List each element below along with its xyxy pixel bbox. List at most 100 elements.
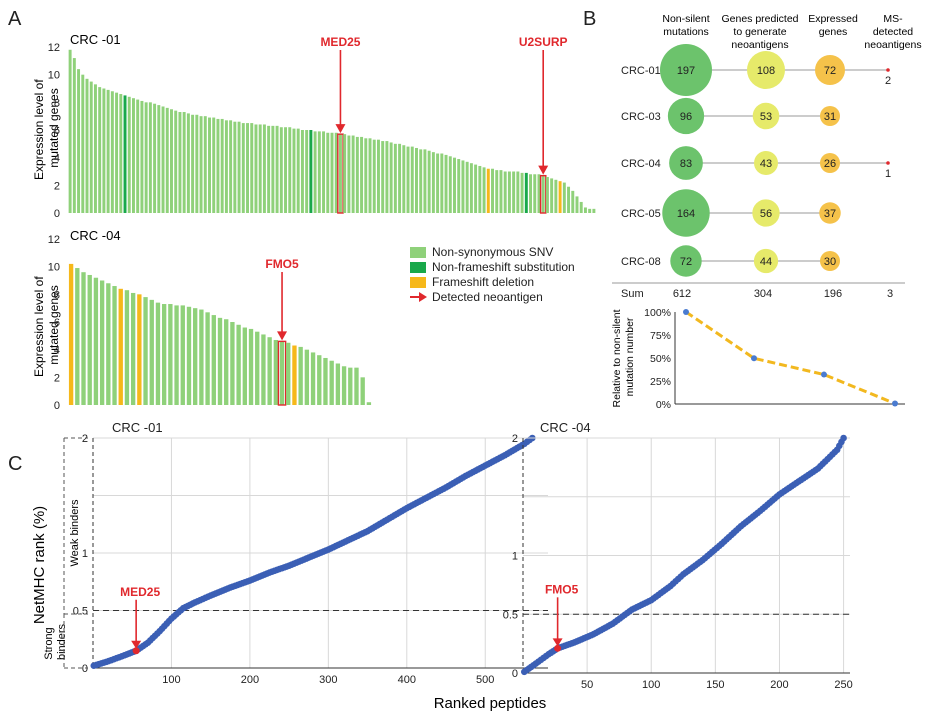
bar-nonsynonymous [186, 113, 190, 213]
bar-nonsynonymous [203, 116, 207, 213]
annotation-label: FMO5 [265, 257, 299, 271]
bubble [819, 202, 841, 224]
bar-nonsynonymous [482, 167, 486, 213]
bar-nonsynonymous [305, 130, 309, 213]
bar-nonsynonymous [520, 172, 524, 213]
peptide-point [840, 434, 847, 442]
bar-nonsynonymous [304, 349, 310, 405]
scatter-y-tick: 1 [512, 551, 518, 563]
legend-label: Frameshift deletion [432, 275, 534, 289]
netmhc-axis-label: NetMHC rank (%) [31, 506, 48, 624]
scatter-y-tick: 0.5 [73, 606, 88, 618]
scatter-x-tick: 200 [770, 679, 788, 691]
bar-nonsynonymous [588, 208, 592, 213]
bar-nonsynonymous [93, 84, 97, 213]
bar-nonsynonymous [186, 306, 192, 405]
bar-nonsynonymous [191, 114, 195, 213]
bar-nonsynonymous [351, 135, 355, 213]
legend-swatch [410, 262, 426, 273]
scatter-x-tick: 400 [398, 674, 416, 686]
bar-nonsynonymous [217, 317, 223, 405]
bar-nonsynonymous [398, 143, 402, 213]
bar-nonsynonymous [334, 132, 338, 213]
bar-nonsynonymous [248, 328, 254, 405]
scatter-title: CRC -04 [540, 420, 591, 435]
bar-nonsynonymous [298, 346, 303, 405]
bar-nonsynonymous [583, 207, 587, 213]
bar-nonsynonymous [516, 171, 520, 213]
bar-nonsynonymous [423, 149, 427, 213]
bar-nonsynonymous [592, 208, 596, 213]
bar-nonsynonymous [322, 131, 326, 213]
bubble [669, 146, 703, 180]
bar-nonsynonymous [329, 360, 334, 405]
bar-nonsynonymous [242, 327, 247, 405]
bar-nonsynonymous [68, 49, 72, 214]
bar-nonsynonymous [419, 149, 423, 213]
bar-nonsynonymous [567, 186, 571, 213]
y-tick-label: 10 [48, 262, 60, 274]
bar-nonsynonymous [195, 114, 199, 213]
chart-crc04-expression: CRC -04 Expression level of mutated gene… [32, 228, 372, 412]
bar-nonsynonymous [575, 196, 579, 213]
bar-nonsynonymous [300, 130, 304, 213]
bar-nonsynonymous [212, 117, 216, 213]
bar-nonsynonymous [448, 156, 452, 213]
scatter-x-tick: 500 [476, 674, 494, 686]
bar-nonsynonymous [75, 268, 80, 405]
legend-label: Detected neoantigen [432, 290, 543, 304]
bar-nonsynonymous [99, 280, 105, 405]
highlight-point [132, 647, 140, 655]
y-axis-label-line1: Expression level of [32, 79, 46, 180]
y-tick-label: 8 [54, 289, 60, 301]
bar-nonsynonymous [211, 315, 216, 405]
bar-nonsynonymous [431, 152, 435, 213]
bar-nonsynonymous [149, 299, 154, 405]
bar-nonsynonymous [545, 177, 549, 213]
panel-letter-c: C [8, 453, 23, 475]
annotation-label: MED25 [320, 35, 360, 49]
line-y-label-line2: mutation number [624, 317, 636, 396]
column-header: MS-detected neoantigens [864, 13, 921, 51]
bar-nonsynonymous [267, 337, 272, 405]
bar-nonsynonymous [393, 143, 397, 213]
bar-nonsynonymous [541, 175, 545, 213]
y-axis-label-line2: mutated genes [47, 88, 61, 167]
weak-binders-label: Weak binders [69, 499, 81, 567]
bar-nonsynonymous [381, 141, 385, 213]
bar-nonsynonymous [144, 102, 148, 213]
bar-nonsynonymous [115, 92, 119, 213]
bar-nonsynonymous [161, 304, 167, 405]
bar-nonsynonymous [236, 324, 241, 405]
strong-binders-line2: binders [56, 623, 68, 660]
bar-nonsynonymous [254, 124, 258, 213]
bubble-value: 72 [680, 256, 692, 268]
bar-nonsynonymous [562, 182, 566, 213]
bar-nonsynonymous [261, 334, 266, 405]
bar-nonsynonymous [230, 322, 235, 405]
bar-nonsynonymous [550, 178, 554, 213]
y-tick-label: 6 [54, 317, 60, 329]
bar-nonsynonymous [335, 363, 341, 405]
bar-nonsynonymous [376, 139, 380, 213]
y-tick-label: 4 [54, 153, 60, 165]
bubble-table: Non-silent mutations Genes predicted to gen… [612, 13, 922, 300]
scatter-y-tick: 0.5 [503, 609, 518, 621]
bar-nonsynonymous [317, 131, 321, 213]
bar-nonsynonymous [205, 312, 210, 405]
bubble [820, 251, 840, 271]
column-header-line: neoantigens [731, 39, 788, 51]
bar-nonsynonymous [199, 116, 203, 213]
bar-nonsynonymous [178, 112, 182, 213]
bar-detected-outline [277, 340, 287, 406]
bar-frameshift [68, 263, 74, 405]
y-tick-label: 4 [54, 345, 60, 357]
bar-nonsynonymous [85, 78, 89, 213]
bar-nonsynonymous [406, 146, 410, 213]
bar-frameshift [118, 288, 123, 405]
bar-nonsynonymous [170, 109, 173, 213]
bar-nonsynonymous [478, 165, 482, 213]
bar-nonsynonymous [130, 292, 136, 405]
legend-swatch [410, 277, 426, 288]
